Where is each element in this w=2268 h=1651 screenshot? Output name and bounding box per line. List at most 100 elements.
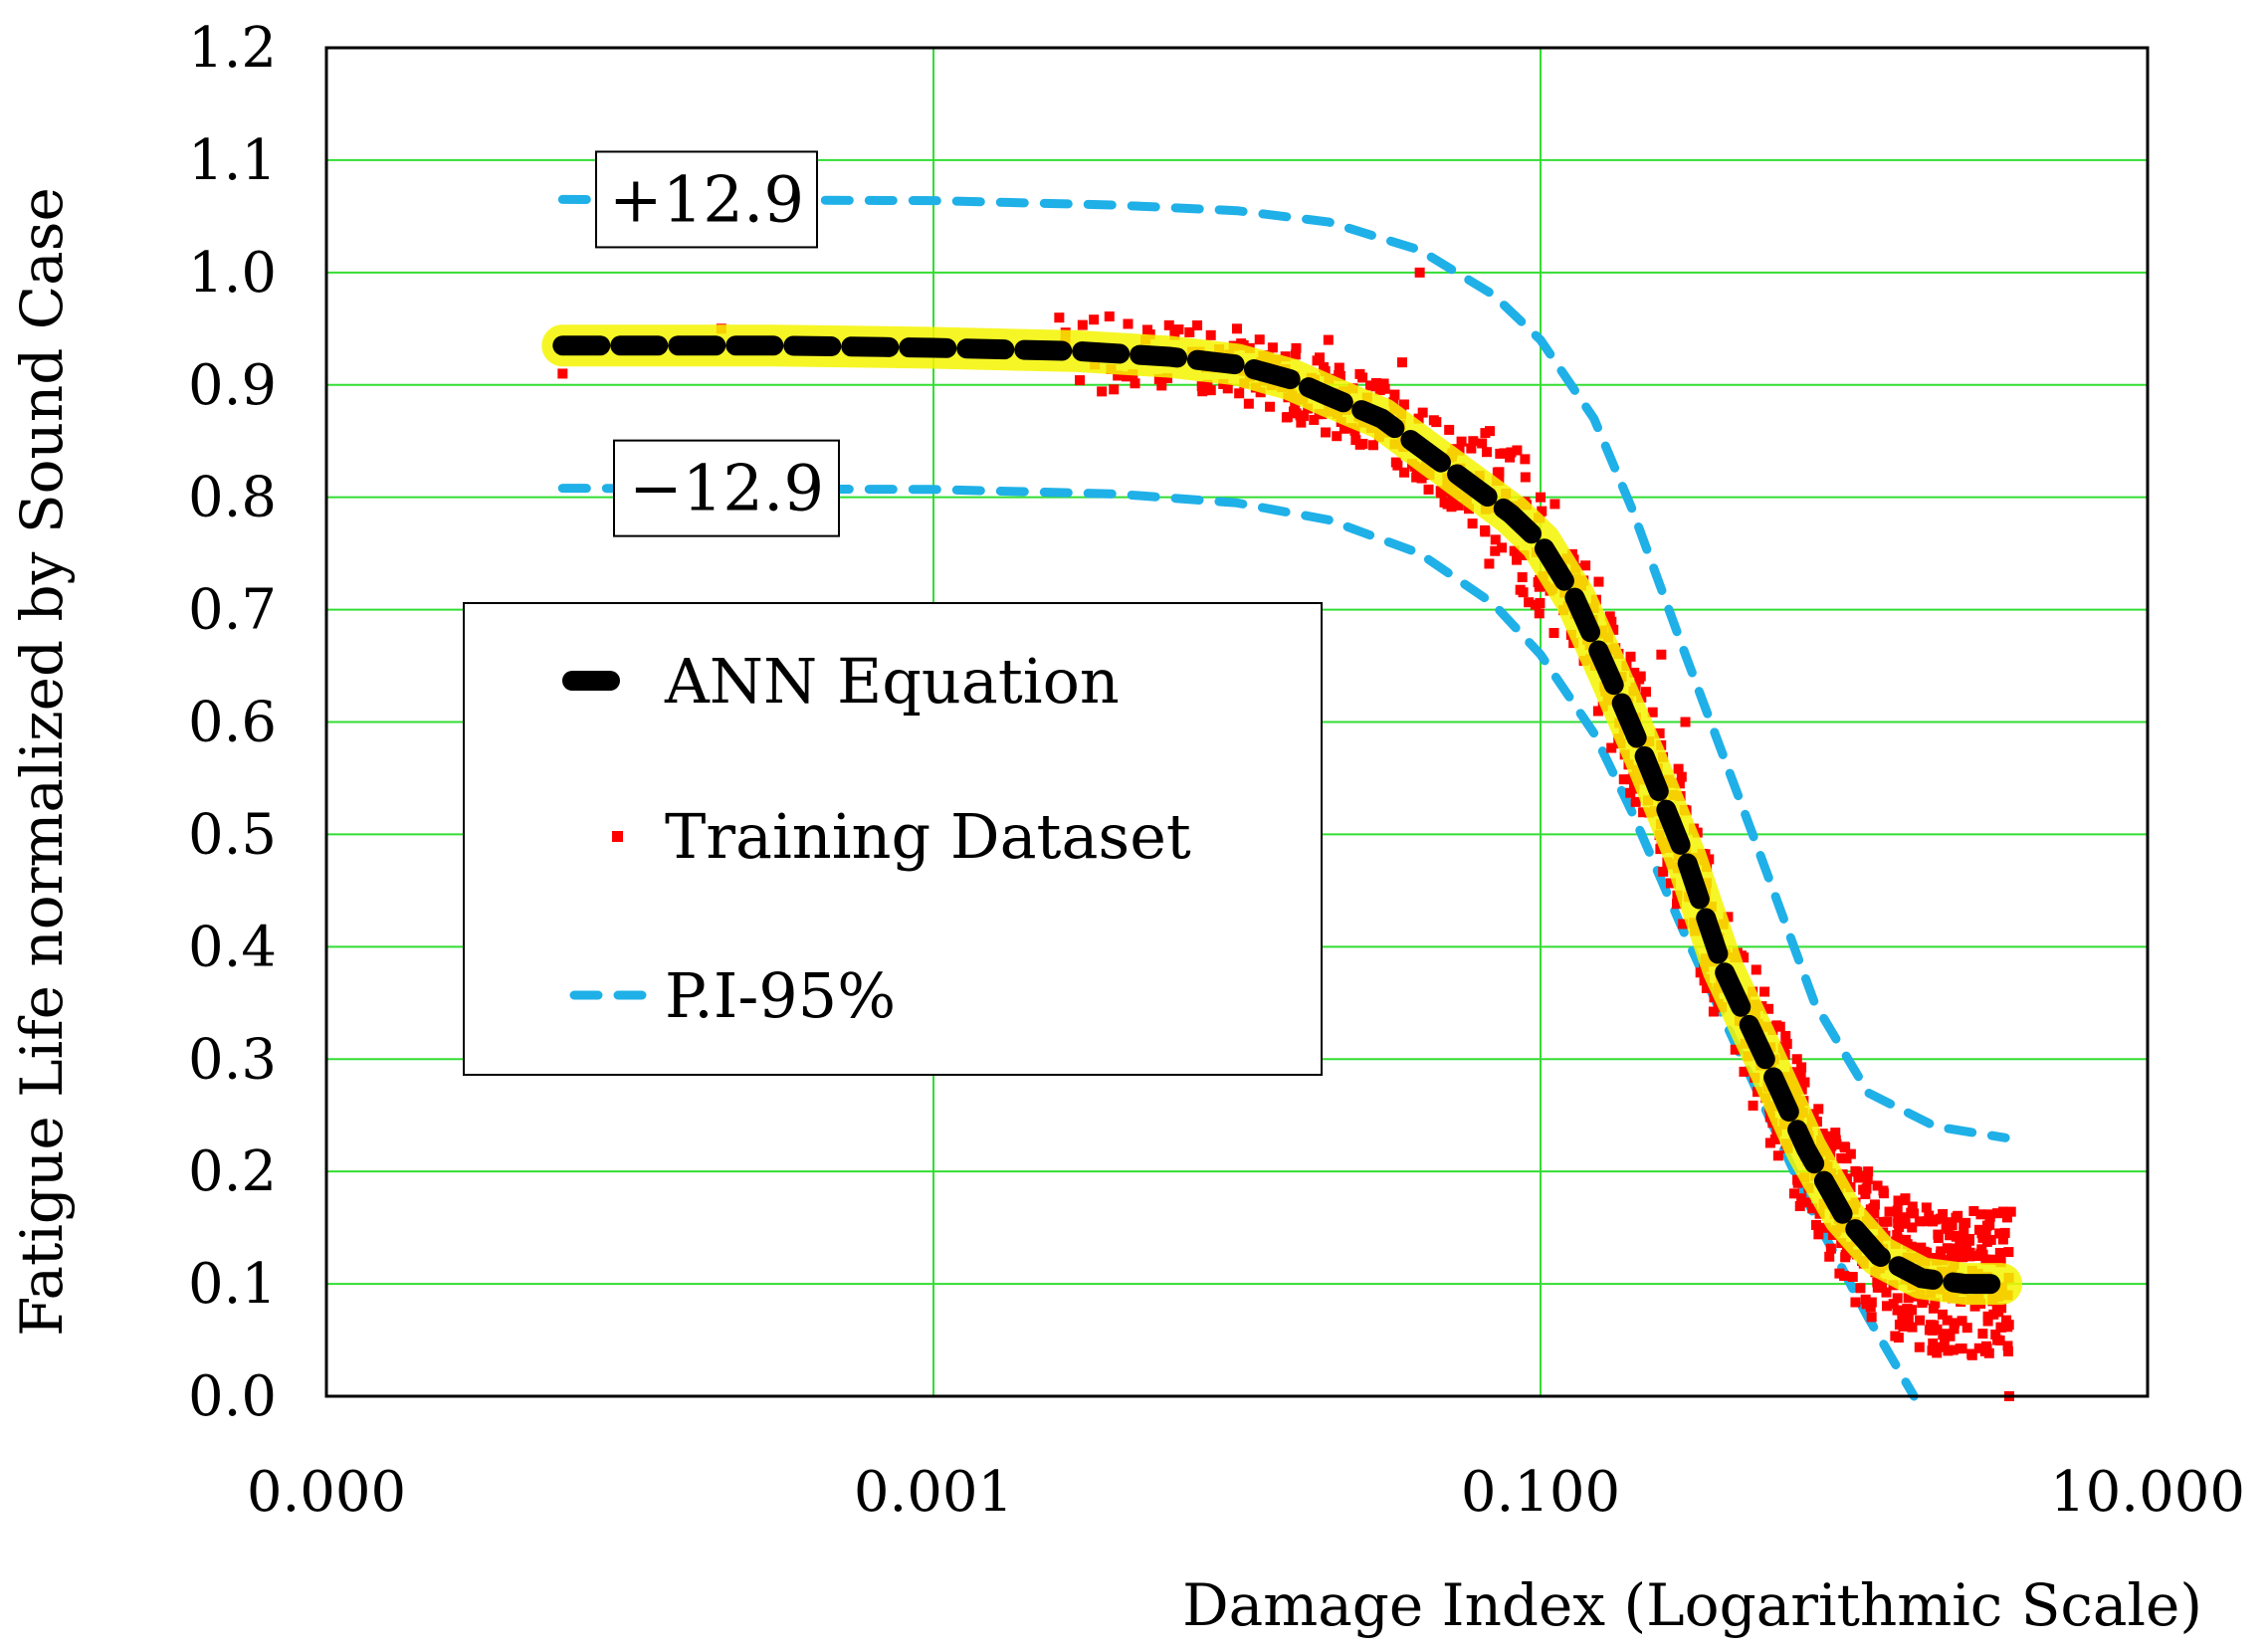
training-point — [1702, 982, 1713, 993]
training-point — [1907, 1222, 1918, 1233]
training-point — [1817, 1129, 1828, 1139]
training-point — [1439, 497, 1450, 508]
plot-frame — [324, 46, 2150, 1398]
annotation-lower-band: −12.9 — [613, 439, 840, 537]
y-tick-label: 0.0 — [188, 1364, 277, 1429]
training-point — [1492, 467, 1503, 478]
training-point — [1672, 899, 1683, 910]
training-point — [1530, 599, 1541, 610]
training-point — [1205, 329, 1216, 340]
training-point — [1924, 1325, 1935, 1336]
training-point — [1947, 1220, 1958, 1231]
training-point — [1436, 488, 1447, 499]
training-point — [1888, 1299, 1899, 1310]
training-point — [1907, 1305, 1918, 1316]
training-point — [1788, 1188, 1799, 1199]
annotation-lower-text: −12.9 — [629, 453, 824, 526]
training-point — [1296, 417, 1307, 428]
training-point — [1919, 1295, 1930, 1306]
training-point — [1789, 1067, 1800, 1078]
training-point — [1859, 1170, 1870, 1181]
training-point — [1448, 496, 1459, 507]
training-point — [1890, 1331, 1901, 1341]
training-point — [1963, 1235, 1974, 1246]
training-point — [1647, 707, 1658, 718]
training-point — [1123, 318, 1134, 329]
pi-lower-line — [557, 484, 1919, 1401]
x-tick-label: 0.100 — [1461, 1460, 1620, 1525]
training-point — [1836, 1152, 1847, 1163]
training-point — [1915, 1315, 1926, 1326]
legend-ann-label: ANN Equation — [664, 645, 1120, 718]
training-point — [1676, 771, 1687, 782]
training-point — [1097, 386, 1108, 397]
training-point — [2002, 1341, 2013, 1351]
training-point — [1906, 1207, 1917, 1218]
training-point — [1861, 1299, 1872, 1310]
training-point — [1907, 1322, 1918, 1333]
training-point — [1232, 323, 1242, 334]
training-point — [1780, 1030, 1791, 1041]
training-point — [1357, 438, 1368, 449]
training-point — [1872, 1277, 1883, 1288]
training-point — [1813, 1104, 1824, 1115]
training-point — [557, 368, 568, 379]
pi-upper-line — [557, 194, 2010, 1142]
training-point — [1104, 310, 1115, 321]
training-point — [1192, 319, 1203, 330]
training-point — [2003, 1247, 2014, 1258]
training-point — [1549, 499, 1560, 510]
training-point — [1949, 1324, 1959, 1335]
x-tick-label: 10.000 — [2050, 1460, 2245, 1525]
training-point — [1548, 627, 1559, 638]
training-point — [1977, 1232, 1988, 1243]
training-point — [1900, 1212, 1911, 1223]
training-point — [1295, 410, 1306, 421]
training-point — [1973, 1342, 1984, 1353]
training-point — [1948, 1344, 1959, 1355]
training-point — [1392, 460, 1403, 471]
y-tick-label: 0.6 — [188, 691, 277, 755]
training-point — [1992, 1208, 2003, 1219]
training-point — [1796, 1062, 1807, 1073]
training-point — [1799, 1077, 1810, 1088]
training-point — [1197, 386, 1208, 397]
training-point — [1796, 1193, 1807, 1204]
training-point — [1122, 371, 1133, 382]
training-point — [1933, 1229, 1944, 1240]
training-point — [1982, 1316, 1993, 1327]
legend: ANN Equation Training Dataset P.I-95% — [463, 602, 1323, 1076]
training-point — [1699, 973, 1710, 984]
training-point — [1930, 1298, 1941, 1309]
y-tick-label: 0.3 — [188, 1027, 277, 1092]
training-point — [1900, 1234, 1911, 1245]
training-point — [1109, 384, 1120, 395]
training-point — [1291, 342, 1302, 353]
training-point — [1892, 1293, 1903, 1304]
training-point — [1813, 1229, 1824, 1240]
training-point — [1792, 1174, 1803, 1185]
training-point — [1981, 1220, 1992, 1231]
training-point — [1774, 1021, 1785, 1032]
training-point — [1417, 407, 1428, 418]
training-point — [1955, 1241, 1965, 1252]
training-point — [1156, 380, 1167, 391]
training-point — [1751, 964, 1761, 975]
y-tick-labels: 0.0 0.1 0.2 0.3 0.4 0.5 0.6 0.7 0.8 0.9 1.0 1.1 1.2 — [188, 16, 277, 1429]
training-point — [1466, 443, 1477, 454]
training-point — [1534, 608, 1545, 619]
training-point — [1999, 1227, 2010, 1238]
training-point — [1884, 1206, 1895, 1217]
training-point — [1485, 426, 1496, 437]
training-point — [1202, 379, 1213, 390]
training-point — [1399, 467, 1410, 478]
training-point — [1389, 389, 1400, 400]
x-tick-labels: 0.000 0.001 0.100 10.000 — [247, 1460, 2245, 1525]
training-point — [1618, 774, 1629, 785]
training-point — [1874, 1282, 1885, 1293]
training-point — [1678, 919, 1689, 929]
training-point — [1323, 334, 1334, 345]
training-point — [1468, 436, 1479, 447]
training-point — [1370, 381, 1381, 392]
training-point — [1921, 1202, 1932, 1213]
